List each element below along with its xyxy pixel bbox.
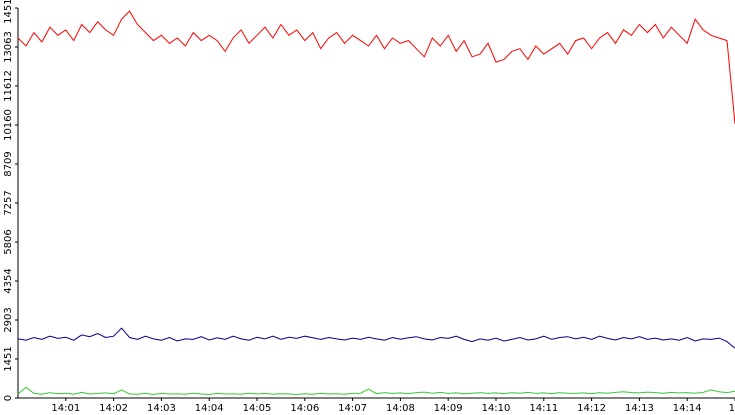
y-tick-label: 14515 xyxy=(3,0,14,24)
x-tick-label: 14:12 xyxy=(577,403,606,414)
x-tick-label: 14 xyxy=(729,403,735,414)
y-tick-label: 0 xyxy=(3,395,14,401)
y-tick-label: 2903 xyxy=(3,307,14,332)
y-tick-label: 13063 xyxy=(3,31,14,63)
y-tick-label: 8709 xyxy=(3,151,14,176)
x-tick-label: 14:05 xyxy=(243,403,272,414)
x-tick-label: 14:06 xyxy=(290,403,319,414)
x-tick-label: 14:02 xyxy=(99,403,128,414)
x-tick-label: 14:10 xyxy=(482,403,511,414)
y-tick-label: 1451 xyxy=(3,346,14,371)
y-tick-label: 11612 xyxy=(3,70,14,102)
y-tick-label: 7257 xyxy=(3,190,14,215)
x-tick-label: 14:11 xyxy=(529,403,558,414)
y-tick-label: 10160 xyxy=(3,109,14,141)
x-tick-label: 14:03 xyxy=(147,403,176,414)
x-tick-label: 14:01 xyxy=(51,403,80,414)
x-tick-label: 14:04 xyxy=(195,403,224,414)
y-tick-label: 5806 xyxy=(3,229,14,254)
x-tick-label: 14:07 xyxy=(338,403,367,414)
x-tick-label: 14:08 xyxy=(386,403,415,414)
x-tick-label: 14:09 xyxy=(434,403,463,414)
x-tick-label: 14:14 xyxy=(673,403,702,414)
series-line xyxy=(17,10,735,124)
series-line xyxy=(17,386,735,396)
y-tick-label: 4354 xyxy=(3,268,14,293)
x-tick-label: 14:13 xyxy=(625,403,654,414)
series-line xyxy=(17,327,735,349)
